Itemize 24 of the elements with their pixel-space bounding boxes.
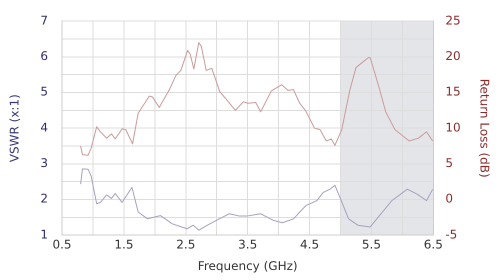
x-tick-label: 0.5 xyxy=(52,238,72,252)
y-tick-label: 5 xyxy=(40,84,48,99)
x-tick-label: 3.5 xyxy=(238,238,258,252)
y2-tick-label: 25 xyxy=(445,13,461,28)
y-tick-label: 2 xyxy=(40,192,48,206)
y2-tick-label: 15 xyxy=(445,84,461,99)
y2-tick-label: 0 xyxy=(445,192,453,206)
y2-tick-label: 20 xyxy=(445,48,461,63)
x-tick-label: 2.5 xyxy=(176,238,196,252)
x-tick-label: 6.5 xyxy=(424,238,443,252)
x-tick-label: 1.5 xyxy=(114,238,134,252)
y-tick-label: 3 xyxy=(40,156,48,170)
y-tick-label: 6 xyxy=(40,48,48,63)
y-tick-label: 1 xyxy=(40,227,48,242)
x-axis-title: Frequency (GHz) xyxy=(198,258,298,273)
y-tick-label: 7 xyxy=(40,13,48,28)
x-tick-label: 5.5 xyxy=(362,238,381,252)
y-tick-label: 4 xyxy=(40,120,48,134)
y-axis-title: VSWR (x:1) xyxy=(7,94,22,162)
y2-axis-title: Return Loss (dB) xyxy=(478,78,492,178)
x-tick-label: 4.5 xyxy=(300,238,320,252)
y2-tick-label: 5 xyxy=(445,156,453,170)
y2-tick-label: -5 xyxy=(445,227,458,242)
y2-tick-label: 10 xyxy=(445,120,461,134)
